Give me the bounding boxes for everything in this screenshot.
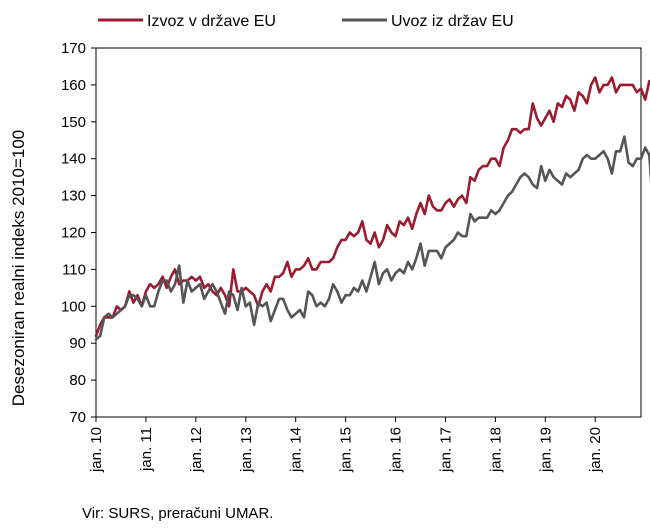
x-tick-label: jan. 19: [537, 427, 554, 473]
y-tick-label: 110: [62, 261, 86, 278]
y-tick-label: 70: [69, 409, 86, 426]
series-line-1: [94, 76, 650, 338]
x-tick-label: jan. 15: [338, 427, 355, 473]
x-tick-label: jan. 11: [138, 427, 155, 472]
x-tick-label: jan. 12: [188, 427, 205, 473]
x-tick-label: jan. 13: [238, 427, 255, 473]
x-tick-label: jan. 16: [388, 427, 405, 473]
y-tick-label: 160: [61, 77, 86, 94]
x-tick-label: jan. 20: [587, 427, 604, 473]
legend-label-1: Izvoz v države EU: [147, 13, 276, 30]
x-tick-label: jan. 14: [288, 427, 305, 473]
x-tick-label: jan. 18: [487, 427, 504, 473]
legend-label-2: Uvoz iz držav EU: [391, 13, 514, 30]
y-tick-label: 90: [69, 335, 86, 352]
y-tick-label: 140: [61, 151, 86, 168]
y-axis-title: Desezoniran realni indeks 2010=100: [9, 130, 28, 406]
series-line-2: [94, 135, 650, 341]
y-tick-label: 80: [69, 372, 86, 389]
y-tick-label: 130: [61, 188, 86, 205]
y-tick-label: 170: [61, 40, 86, 57]
y-tick-label: 120: [61, 225, 86, 242]
y-tick-label: 100: [61, 298, 86, 315]
x-tick-label: jan. 10: [88, 427, 105, 473]
legend: Izvoz v države EU Uvoz iz držav EU: [98, 13, 514, 30]
x-tick-label: jan. 17: [437, 427, 454, 473]
plot-area: 70 80 90 100 110 120 130 140 150 160 170 jan. 10 jan…: [61, 40, 650, 473]
y-tick-label: 150: [61, 114, 86, 131]
source-note: Vir: SURS, preračuni UMAR.: [82, 505, 274, 522]
